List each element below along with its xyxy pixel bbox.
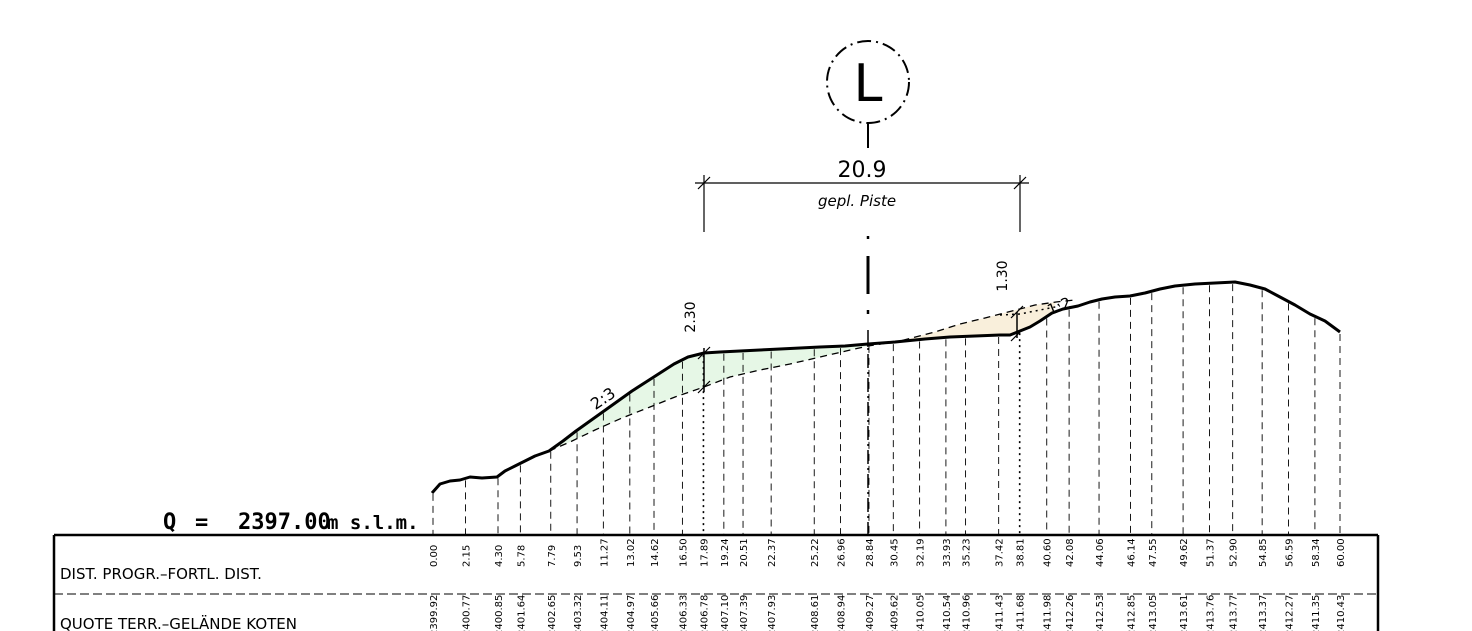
station-distance: 13.02	[626, 538, 637, 567]
datum-q: Q	[163, 510, 176, 535]
station-distance: 28.84	[865, 538, 876, 567]
station-elevation: 2412.27	[1284, 595, 1295, 631]
station-distance: 25.22	[810, 538, 821, 567]
piste-label: gepl. Piste	[818, 192, 896, 210]
station-elevation: 2412.53	[1095, 595, 1106, 631]
station-elevation: 2410.54	[942, 595, 953, 631]
datum-eq: =	[195, 510, 208, 535]
station-elevation: 2405.66	[650, 595, 661, 631]
station-distance: 56.59	[1284, 538, 1295, 567]
station-elevation: 2404.11	[599, 595, 610, 631]
station-elevation: 2410.05	[916, 595, 927, 631]
station-distance: 2.15	[462, 545, 473, 567]
station-distance: 54.85	[1258, 538, 1269, 567]
station-elevation: 2412.85	[1126, 595, 1137, 631]
station-elevation: 2399.92	[429, 595, 440, 631]
centerline-marker: L	[826, 40, 910, 124]
piste-dimension	[695, 175, 1029, 232]
piste-width: 20.9	[838, 158, 887, 183]
fill-area	[549, 341, 900, 451]
station-elevation: 2411.98	[1043, 595, 1054, 631]
station-elevation: 2411.68	[1016, 595, 1027, 631]
station-elevation: 2411.43	[995, 595, 1006, 631]
station-distance: 51.37	[1206, 538, 1217, 567]
station-lines	[432, 284, 1341, 534]
terrain-line	[430, 280, 1341, 494]
station-distance: 17.89	[699, 538, 710, 567]
station-distance: 11.27	[599, 538, 610, 567]
table-values: 0.00 2399.92 2.15 2400.77 4.30 2400.85 5.78 240…	[429, 538, 1347, 631]
station-distance: 33.93	[942, 538, 953, 567]
datum-unit: m s.l.m.	[327, 512, 419, 534]
station-distance: 32.19	[916, 538, 927, 567]
station-elevation: 2413.77	[1229, 595, 1240, 631]
station-distance: 26.96	[837, 538, 848, 567]
station-elevation: 2400.85	[494, 595, 505, 631]
station-elevation: 2409.27	[865, 595, 876, 631]
station-distance: 30.45	[889, 538, 900, 567]
right-offset: 1.30	[995, 260, 1011, 291]
design-line	[548, 299, 1076, 452]
station-elevation: 2410.43	[1336, 595, 1347, 631]
station-elevation: 2407.39	[739, 595, 750, 631]
station-elevation: 2402.65	[547, 595, 558, 631]
station-elevation: 2413.61	[1179, 595, 1190, 631]
datum-label: Q = 2397.00 m s.l.m.	[163, 510, 419, 535]
station-elevation: 2413.05	[1148, 595, 1159, 631]
station-distance: 19.24	[720, 538, 731, 567]
profile-table: DIST. PROGR.–FORTL. DIST. QUOTE TERR.–GE…	[52, 533, 1380, 631]
station-elevation: 2408.61	[810, 595, 821, 631]
station-elevation: 2407.93	[767, 595, 778, 631]
design-line-dotted	[999, 305, 1061, 316]
station-elevation: 2413.37	[1258, 595, 1269, 631]
station-elevation: 2411.35	[1311, 595, 1322, 631]
station-distance: 16.50	[678, 538, 689, 567]
station-distance: 35.23	[962, 538, 973, 567]
station-distance: 7.79	[547, 545, 558, 567]
station-elevation: 2403.32	[573, 595, 584, 631]
station-elevation: 2412.26	[1065, 595, 1076, 631]
station-elevation: 2407.10	[720, 595, 731, 631]
station-elevation: 2401.64	[516, 595, 527, 631]
station-distance: 9.53	[573, 545, 584, 567]
station-distance: 49.62	[1179, 538, 1190, 567]
station-distance: 14.62	[650, 538, 661, 567]
station-elevation: 2413.76	[1206, 595, 1217, 631]
station-distance: 37.42	[995, 538, 1006, 567]
station-distance: 44.06	[1095, 538, 1106, 567]
row-quote-label: QUOTE TERR.–GELÄNDE KOTEN	[60, 614, 297, 631]
station-elevation: 2406.78	[699, 595, 710, 631]
station-distance: 4.30	[494, 545, 505, 567]
station-distance: 58.34	[1311, 538, 1322, 567]
station-distance: 5.78	[516, 545, 527, 567]
station-elevation: 2409.62	[889, 595, 900, 631]
left-offset: 2.30	[683, 301, 699, 332]
station-elevation: 2410.96	[962, 595, 973, 631]
row-dist-label: DIST. PROGR.–FORTL. DIST.	[60, 565, 262, 583]
station-elevation: 2408.94	[837, 595, 848, 631]
datum-value: 2397.00	[238, 510, 331, 535]
station-distance: 42.08	[1065, 538, 1076, 567]
station-distance: 47.55	[1148, 538, 1159, 567]
station-distance: 46.14	[1126, 538, 1137, 567]
station-distance: 22.37	[767, 538, 778, 567]
station-elevation: 2404.97	[626, 595, 637, 631]
station-distance: 38.81	[1016, 538, 1027, 567]
station-distance: 60.00	[1336, 538, 1347, 567]
marker-letter: L	[854, 54, 883, 114]
station-distance: 52.90	[1229, 538, 1240, 567]
station-elevation: 2400.77	[462, 595, 473, 631]
station-distance: 20.51	[739, 538, 750, 567]
station-elevation: 2406.33	[678, 595, 689, 631]
station-distance: 40.60	[1043, 538, 1054, 567]
station-distance: 0.00	[429, 545, 440, 567]
